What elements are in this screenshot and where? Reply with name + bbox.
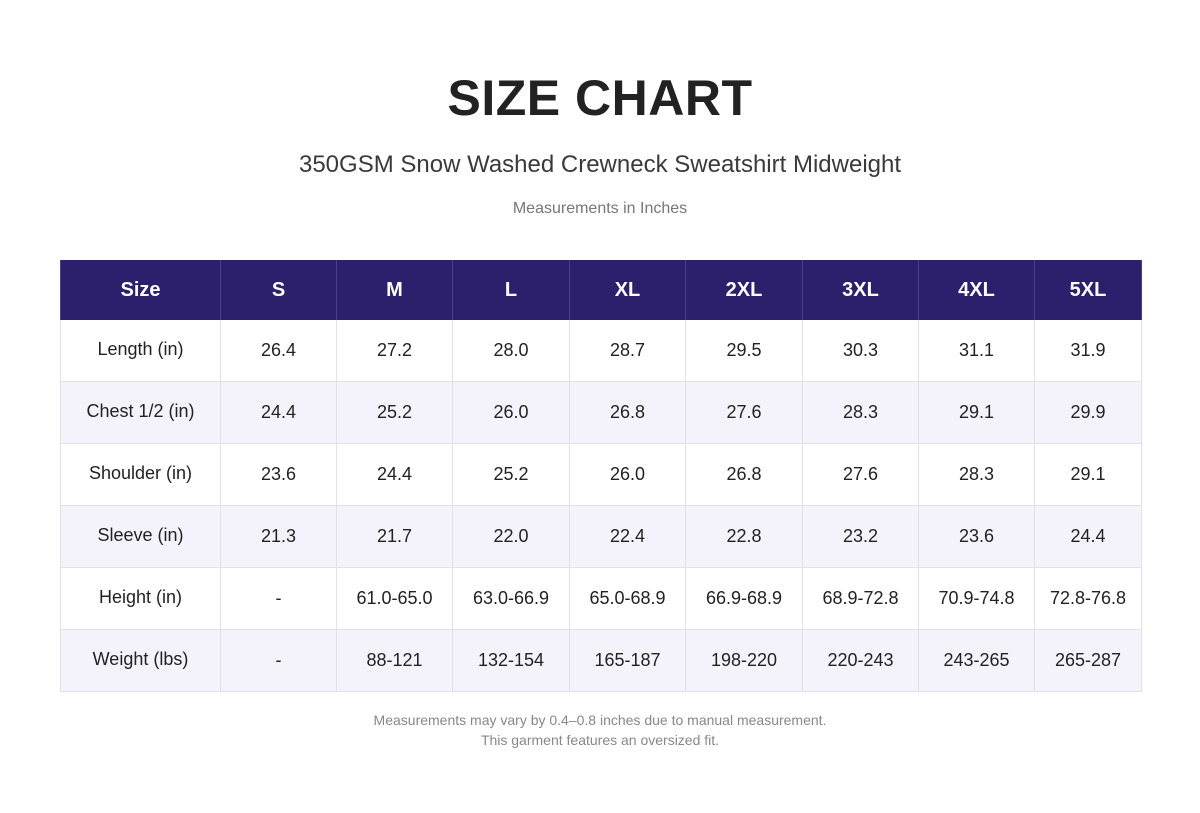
table-cell: 27.6 bbox=[802, 443, 919, 506]
table-cell: 165-187 bbox=[569, 629, 686, 692]
table-cell: 23.6 bbox=[220, 443, 337, 506]
table-cell: 21.3 bbox=[220, 505, 337, 568]
table-cell: 29.1 bbox=[1034, 443, 1142, 506]
header-cell-5xl: 5XL bbox=[1034, 260, 1142, 320]
table-cell: 220-243 bbox=[802, 629, 919, 692]
table-cell: 26.0 bbox=[569, 443, 686, 506]
table-cell: 24.4 bbox=[1034, 505, 1142, 568]
row-label: Height (in) bbox=[60, 567, 221, 630]
table-cell: - bbox=[220, 567, 337, 630]
table-cell: 22.4 bbox=[569, 505, 686, 568]
row-label: Shoulder (in) bbox=[60, 443, 221, 506]
table-cell: 132-154 bbox=[452, 629, 570, 692]
table-cell: 66.9-68.9 bbox=[685, 567, 803, 630]
table-row-chest: Chest 1/2 (in) 24.4 25.2 26.0 26.8 27.6 … bbox=[60, 381, 1142, 444]
table-cell: 26.0 bbox=[452, 381, 570, 444]
table-row-height: Height (in) - 61.0-65.0 63.0-66.9 65.0-6… bbox=[60, 567, 1142, 630]
header-cell-size: Size bbox=[60, 260, 221, 320]
table-cell: 28.3 bbox=[918, 443, 1035, 506]
product-subtitle: 350GSM Snow Washed Crewneck Sweatshirt M… bbox=[298, 151, 902, 178]
table-cell: 27.2 bbox=[336, 320, 453, 382]
table-cell: 23.6 bbox=[918, 505, 1035, 568]
table-cell: 27.6 bbox=[685, 381, 803, 444]
table-cell: 31.9 bbox=[1034, 320, 1142, 382]
table-cell: 30.3 bbox=[802, 320, 919, 382]
table-row-weight: Weight (lbs) - 88-121 132-154 165-187 19… bbox=[60, 629, 1142, 692]
table-cell: 198-220 bbox=[685, 629, 803, 692]
table-row-length: Length (in) 26.4 27.2 28.0 28.7 29.5 30.… bbox=[60, 320, 1142, 382]
table-cell: 22.8 bbox=[685, 505, 803, 568]
table-cell: 25.2 bbox=[336, 381, 453, 444]
table-cell: 72.8-76.8 bbox=[1034, 567, 1142, 630]
header-cell-xl: XL bbox=[569, 260, 686, 320]
fit-footnote: This garment features an oversized fit. bbox=[480, 732, 720, 748]
table-cell: 28.7 bbox=[569, 320, 686, 382]
table-cell: 31.1 bbox=[918, 320, 1035, 382]
table-cell: 28.3 bbox=[802, 381, 919, 444]
table-cell: 22.0 bbox=[452, 505, 570, 568]
table-cell: 24.4 bbox=[336, 443, 453, 506]
table-cell: 29.1 bbox=[918, 381, 1035, 444]
table-cell: 70.9-74.8 bbox=[918, 567, 1035, 630]
table-cell: 68.9-72.8 bbox=[802, 567, 919, 630]
header-cell-s: S bbox=[220, 260, 337, 320]
page-title: SIZE CHART bbox=[447, 70, 753, 126]
header-cell-3xl: 3XL bbox=[802, 260, 919, 320]
row-label: Weight (lbs) bbox=[60, 629, 221, 692]
table-row-shoulder: Shoulder (in) 23.6 24.4 25.2 26.0 26.8 2… bbox=[60, 443, 1142, 506]
table-cell: 28.0 bbox=[452, 320, 570, 382]
table-cell: 29.9 bbox=[1034, 381, 1142, 444]
table-cell: 88-121 bbox=[336, 629, 453, 692]
table-cell: 26.4 bbox=[220, 320, 337, 382]
table-cell: 24.4 bbox=[220, 381, 337, 444]
table-cell: 65.0-68.9 bbox=[569, 567, 686, 630]
table-cell: - bbox=[220, 629, 337, 692]
header-row: Size S M L XL 2XL 3XL 4XL 5XL bbox=[60, 260, 1142, 320]
header-cell-l: L bbox=[452, 260, 570, 320]
row-label: Sleeve (in) bbox=[60, 505, 221, 568]
table-cell: 23.2 bbox=[802, 505, 919, 568]
table-header: Size S M L XL 2XL 3XL 4XL 5XL bbox=[60, 260, 1142, 320]
table-row-sleeve: Sleeve (in) 21.3 21.7 22.0 22.4 22.8 23.… bbox=[60, 505, 1142, 568]
table-body: Length (in) 26.4 27.2 28.0 28.7 29.5 30.… bbox=[60, 320, 1142, 692]
row-label: Length (in) bbox=[60, 320, 221, 382]
measurement-footnote: Measurements may vary by 0.4–0.8 inches … bbox=[373, 712, 827, 728]
table-cell: 63.0-66.9 bbox=[452, 567, 570, 630]
table-cell: 26.8 bbox=[685, 443, 803, 506]
row-label: Chest 1/2 (in) bbox=[60, 381, 221, 444]
header-cell-4xl: 4XL bbox=[918, 260, 1035, 320]
table-cell: 29.5 bbox=[685, 320, 803, 382]
table-cell: 25.2 bbox=[452, 443, 570, 506]
size-chart-table: Size S M L XL 2XL 3XL 4XL 5XL Length (in… bbox=[60, 260, 1142, 692]
table-cell: 26.8 bbox=[569, 381, 686, 444]
units-note: Measurements in Inches bbox=[512, 200, 688, 217]
table-cell: 21.7 bbox=[336, 505, 453, 568]
header-cell-m: M bbox=[336, 260, 453, 320]
table-cell: 243-265 bbox=[918, 629, 1035, 692]
header-cell-2xl: 2XL bbox=[685, 260, 803, 320]
table-cell: 61.0-65.0 bbox=[336, 567, 453, 630]
table-cell: 265-287 bbox=[1034, 629, 1142, 692]
